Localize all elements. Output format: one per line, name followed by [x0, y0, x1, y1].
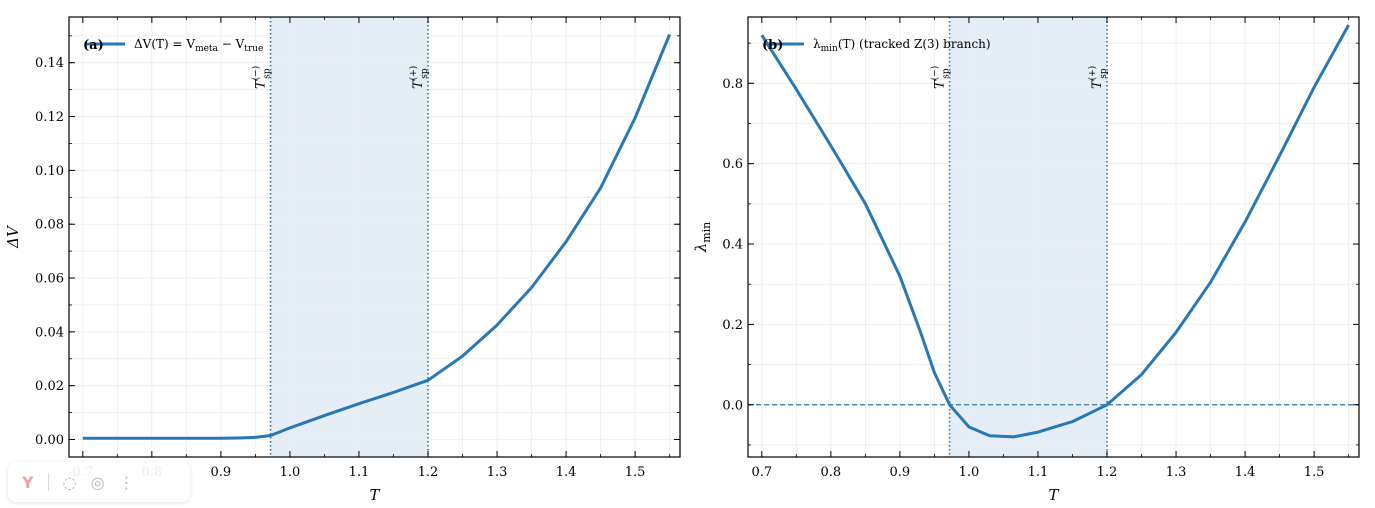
y-tick-label: 0.8	[722, 77, 743, 92]
x-tick-label: 0.9	[211, 465, 232, 480]
x-tick-label: 1.1	[1028, 465, 1049, 480]
y-tick-label: 0.04	[35, 325, 64, 340]
axes-frame	[747, 16, 1360, 458]
x-tick-label: 1.1	[349, 465, 370, 480]
spinodal-band	[949, 17, 1108, 457]
toolbar-more-icon[interactable]: ⋮	[118, 472, 135, 492]
panel-a: T(−)spT(+)sp0.70.80.91.01.11.21.31.41.50…	[4, 16, 681, 504]
series-line	[760, 24, 1350, 439]
x-tick-label: 1.2	[1097, 465, 1118, 480]
grid	[69, 17, 680, 457]
x-tick-label: 0.9	[890, 465, 911, 480]
x-tick-label: 1.5	[625, 465, 646, 480]
spinodal-label: T(−)sp	[930, 66, 952, 89]
x-tick-label: 0.7	[751, 465, 772, 480]
legend: (b) λmin(T) (tracked Z(3) branch)	[762, 37, 991, 54]
image-toolbar: Y ◌ ◎ ⋮	[8, 462, 190, 502]
y-tick-label: 0.2	[722, 318, 743, 333]
y-tick-label: 0.12	[35, 110, 64, 125]
y-tick-label: 0.10	[35, 164, 64, 179]
x-axis-label: T	[1048, 486, 1059, 504]
y-tick-label: 0.02	[35, 379, 64, 394]
y-tick-label: 0.4	[722, 238, 743, 253]
y-axis-label: λmin	[692, 222, 713, 254]
x-tick-label: 1.4	[1235, 465, 1256, 480]
spinodal-label: T(−)sp	[251, 66, 273, 89]
grid	[748, 17, 1359, 457]
y-tick-label: 0.6	[722, 157, 743, 172]
y-axis-label: ΔV	[4, 224, 22, 249]
panel-b: T(−)sp T(+)sp 0.7 0.8 0.9 1.0 1.1 1.2 1.3 1.4 1.5 0…	[692, 16, 1360, 504]
legend-label: ΔV(T) = Vmeta − Vtrue	[134, 37, 263, 54]
x-tick-label: 0.8	[821, 465, 842, 480]
series-line	[82, 33, 671, 440]
x-tick-label: 1.0	[280, 465, 301, 480]
toolbar-separator	[47, 473, 49, 491]
y-tick-label: 0.00	[35, 433, 64, 448]
y-tick-label: 0.14	[35, 56, 64, 71]
toolbar-camera-icon[interactable]: ◎	[90, 472, 105, 492]
y-tick-label: 0.0	[722, 398, 743, 413]
axes-frame	[68, 16, 681, 458]
y-tick-label: 0.06	[35, 272, 64, 287]
panel-tag: (a)	[83, 38, 104, 53]
x-tick-label: 1.3	[487, 465, 508, 480]
x-tick-label: 1.2	[418, 465, 439, 480]
legend-label: λmin(T) (tracked Z(3) branch)	[813, 37, 991, 54]
spinodal-label: T(+)sp	[1087, 66, 1109, 89]
panel-tag: (b)	[762, 38, 783, 53]
spinodal-band	[270, 17, 429, 457]
y-tick-label: 0.08	[35, 218, 64, 233]
legend: (a) ΔV(T) = Vmeta − Vtrue	[83, 37, 263, 54]
toolbar-lens-icon[interactable]: ◌	[62, 472, 77, 492]
x-tick-label: 1.5	[1304, 465, 1325, 480]
x-tick-label: 1.3	[1166, 465, 1187, 480]
toolbar-y-icon[interactable]: Y	[22, 472, 34, 492]
spinodal-label: T(+)sp	[408, 66, 430, 89]
x-axis-label: T	[369, 486, 380, 504]
x-tick-label: 1.0	[959, 465, 980, 480]
x-tick-label: 1.4	[556, 465, 577, 480]
